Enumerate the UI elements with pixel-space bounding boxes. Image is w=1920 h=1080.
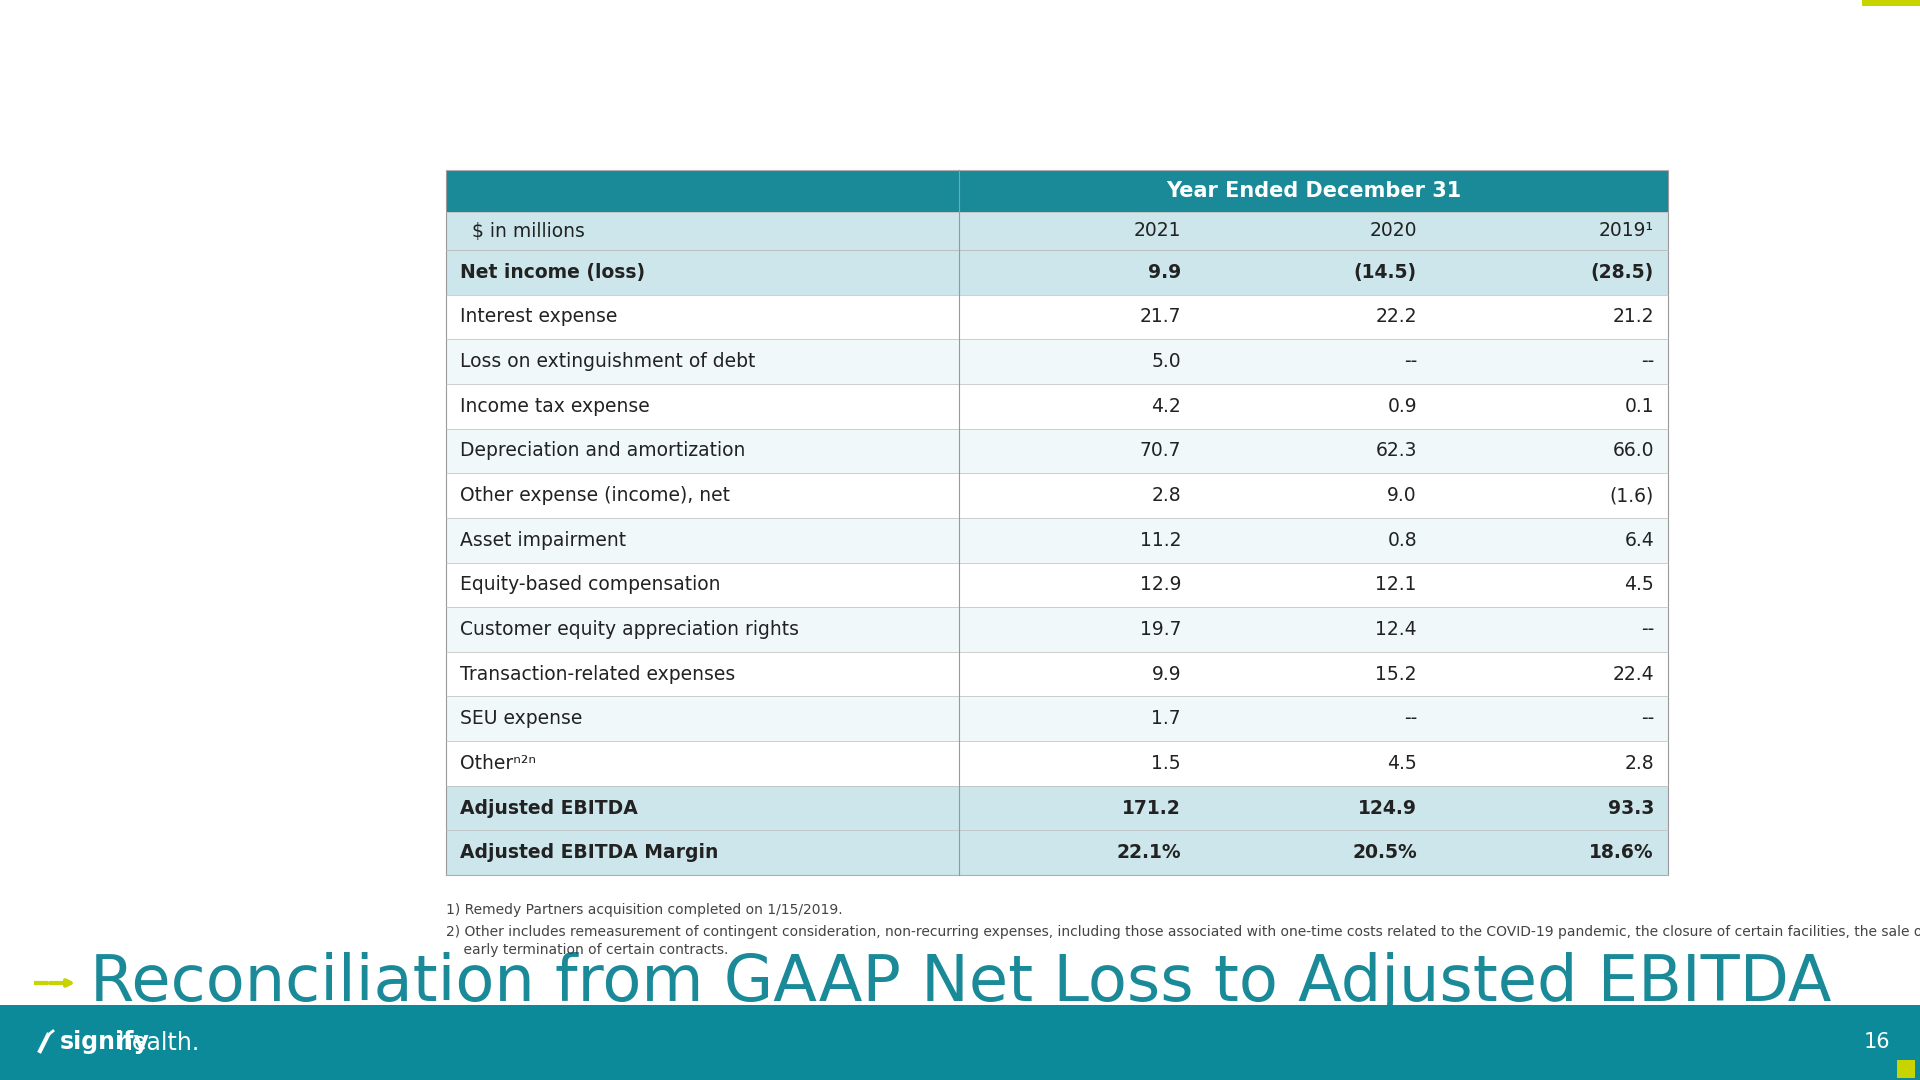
Text: Income tax expense: Income tax expense: [461, 396, 649, 416]
Text: Depreciation and amortization: Depreciation and amortization: [461, 442, 745, 460]
Text: 1.5: 1.5: [1152, 754, 1181, 773]
Text: 2020: 2020: [1369, 221, 1417, 241]
Text: 1.7: 1.7: [1152, 710, 1181, 728]
Text: Interest expense: Interest expense: [461, 308, 618, 326]
Text: 16: 16: [1864, 1032, 1889, 1053]
Text: Net income (loss): Net income (loss): [461, 262, 645, 282]
Text: $ in millions: $ in millions: [461, 221, 586, 241]
Text: (1.6): (1.6): [1609, 486, 1653, 505]
Text: 2) Other includes remeasurement of contingent consideration, non-recurring expen: 2) Other includes remeasurement of conti…: [445, 924, 1920, 939]
Text: 11.2: 11.2: [1140, 530, 1181, 550]
Text: 18.6%: 18.6%: [1590, 843, 1653, 862]
Text: 12.9: 12.9: [1140, 576, 1181, 594]
Polygon shape: [445, 473, 1668, 517]
Polygon shape: [445, 831, 1668, 875]
Text: 171.2: 171.2: [1123, 798, 1181, 818]
Text: signify: signify: [60, 1030, 150, 1054]
Text: 2.8: 2.8: [1624, 754, 1653, 773]
Text: Customer equity appreciation rights: Customer equity appreciation rights: [461, 620, 799, 639]
Text: Asset impairment: Asset impairment: [461, 530, 626, 550]
Text: 2021: 2021: [1133, 221, 1181, 241]
Text: 4.5: 4.5: [1386, 754, 1417, 773]
Text: Year Ended December 31: Year Ended December 31: [1165, 181, 1461, 201]
Polygon shape: [445, 786, 1668, 831]
Polygon shape: [445, 383, 1668, 429]
Text: early termination of certain contracts.: early termination of certain contracts.: [445, 943, 728, 957]
Text: 9.0: 9.0: [1388, 486, 1417, 505]
Text: Loss on extinguishment of debt: Loss on extinguishment of debt: [461, 352, 755, 372]
Text: 62.3: 62.3: [1375, 442, 1417, 460]
Text: Transaction-related expenses: Transaction-related expenses: [461, 664, 735, 684]
Text: 70.7: 70.7: [1140, 442, 1181, 460]
Text: 93.3: 93.3: [1607, 798, 1653, 818]
Polygon shape: [445, 741, 1668, 786]
Text: --: --: [1404, 710, 1417, 728]
Text: 66.0: 66.0: [1613, 442, 1653, 460]
Text: (28.5): (28.5): [1592, 262, 1653, 282]
Text: 2019¹: 2019¹: [1599, 221, 1653, 241]
Text: 22.1%: 22.1%: [1116, 843, 1181, 862]
Polygon shape: [1897, 1059, 1914, 1078]
Polygon shape: [445, 249, 1668, 295]
Text: --: --: [1642, 620, 1653, 639]
Text: --: --: [1642, 710, 1653, 728]
Text: 124.9: 124.9: [1357, 798, 1417, 818]
Text: Equity-based compensation: Equity-based compensation: [461, 576, 720, 594]
Text: 4.2: 4.2: [1152, 396, 1181, 416]
Polygon shape: [0, 1005, 1920, 1080]
Polygon shape: [445, 517, 1668, 563]
Text: 0.8: 0.8: [1388, 530, 1417, 550]
Text: 15.2: 15.2: [1375, 664, 1417, 684]
Polygon shape: [445, 170, 1668, 212]
Text: 12.4: 12.4: [1375, 620, 1417, 639]
Text: 4.5: 4.5: [1624, 576, 1653, 594]
Text: --: --: [1642, 352, 1653, 372]
Text: Other expense (income), net: Other expense (income), net: [461, 486, 730, 505]
Text: 22.4: 22.4: [1613, 664, 1653, 684]
Polygon shape: [445, 652, 1668, 697]
Text: Otherⁿ²ⁿ: Otherⁿ²ⁿ: [461, 754, 536, 773]
Text: health.: health.: [117, 1030, 200, 1054]
Polygon shape: [445, 212, 1668, 249]
Text: 0.1: 0.1: [1624, 396, 1653, 416]
Text: 0.9: 0.9: [1388, 396, 1417, 416]
Text: 19.7: 19.7: [1140, 620, 1181, 639]
Text: 20.5%: 20.5%: [1352, 843, 1417, 862]
Text: SEU expense: SEU expense: [461, 710, 582, 728]
Polygon shape: [1862, 0, 1920, 6]
Text: 21.2: 21.2: [1613, 308, 1653, 326]
Text: --: --: [1404, 352, 1417, 372]
Polygon shape: [445, 607, 1668, 652]
Text: 2.8: 2.8: [1152, 486, 1181, 505]
Polygon shape: [445, 295, 1668, 339]
Polygon shape: [445, 563, 1668, 607]
Polygon shape: [445, 339, 1668, 383]
Polygon shape: [445, 697, 1668, 741]
Text: 9.9: 9.9: [1152, 664, 1181, 684]
Text: 22.2: 22.2: [1375, 308, 1417, 326]
Polygon shape: [445, 429, 1668, 473]
Text: (14.5): (14.5): [1354, 262, 1417, 282]
Text: 6.4: 6.4: [1624, 530, 1653, 550]
Text: 21.7: 21.7: [1140, 308, 1181, 326]
Text: Reconciliation from GAAP Net Loss to Adjusted EBITDA: Reconciliation from GAAP Net Loss to Adj…: [90, 951, 1832, 1014]
Text: 1) Remedy Partners acquisition completed on 1/15/2019.: 1) Remedy Partners acquisition completed…: [445, 903, 843, 917]
Text: 5.0: 5.0: [1152, 352, 1181, 372]
Text: 9.9: 9.9: [1148, 262, 1181, 282]
Text: Adjusted EBITDA: Adjusted EBITDA: [461, 798, 637, 818]
Text: 12.1: 12.1: [1375, 576, 1417, 594]
Text: Adjusted EBITDA Margin: Adjusted EBITDA Margin: [461, 843, 718, 862]
